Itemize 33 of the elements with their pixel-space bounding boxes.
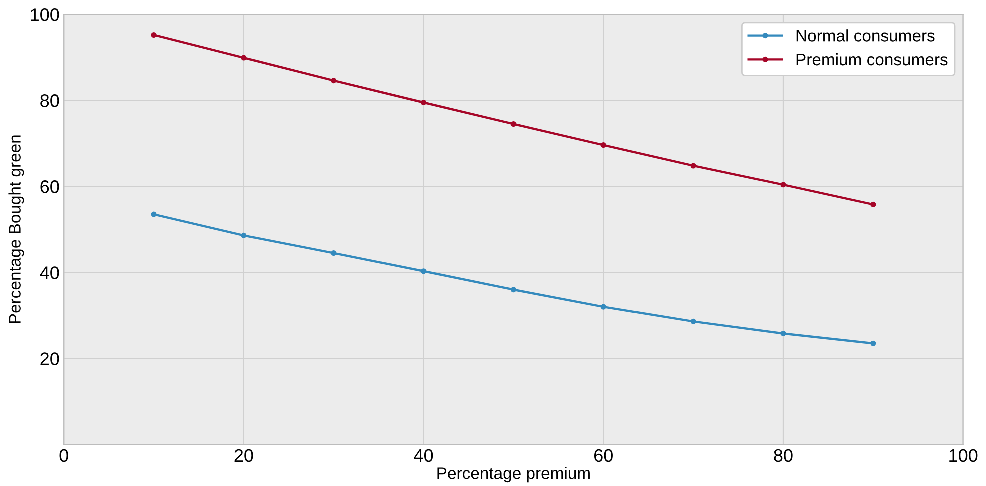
point (690, 318, 696, 324)
point (690, 163, 696, 169)
y-tick-label: 100 (31, 8, 60, 22)
point (331, 78, 337, 84)
point (510, 121, 516, 128)
point (151, 212, 157, 218)
x-tick-label: 100 (950, 449, 978, 462)
point (780, 330, 786, 336)
x-axis-title: Percentage premium (438, 467, 590, 483)
y-tick-label: 20 (40, 352, 60, 366)
x-tick-label: 60 (594, 449, 613, 462)
point (870, 340, 876, 346)
y-axis-title: Percentage Bought green (8, 136, 24, 324)
x-tick-label: 40 (414, 449, 434, 462)
x-tick-label: 20 (234, 449, 254, 462)
point (600, 142, 606, 148)
point (421, 268, 427, 274)
legend-label: Normal consumers (796, 30, 935, 42)
point (600, 304, 606, 310)
x-tick-label: 0 (60, 449, 68, 462)
point (780, 182, 786, 188)
point (241, 55, 247, 61)
point (151, 32, 157, 38)
point (510, 287, 516, 293)
legend-label: Premium consumers (796, 53, 948, 66)
x-tick-label: 80 (774, 449, 793, 462)
point (421, 100, 427, 106)
y-tick-label: 40 (40, 266, 60, 280)
y-tick-label: 80 (40, 94, 60, 108)
point (241, 232, 247, 238)
y-tick-label: 60 (40, 180, 60, 194)
point (870, 202, 876, 208)
point (331, 250, 337, 256)
